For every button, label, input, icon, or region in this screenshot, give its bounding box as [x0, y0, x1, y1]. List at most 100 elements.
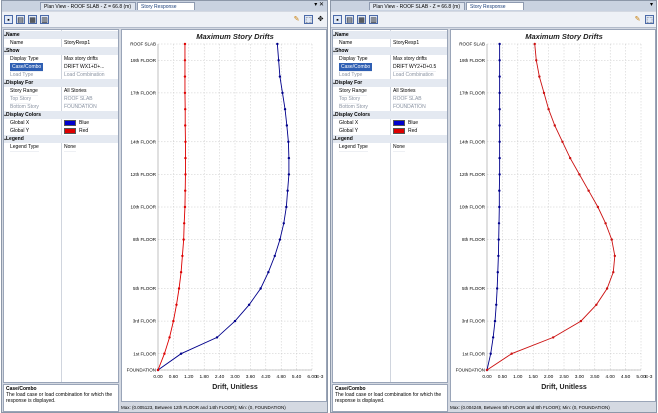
table-icon[interactable]: ▦ [28, 15, 37, 24]
story-label: 12th FLOOR [130, 172, 156, 177]
grid-value[interactable]: DRIFT WX1+D+... [64, 64, 105, 72]
grid-value[interactable]: All Stories [64, 88, 87, 96]
window-controls[interactable]: ▾ ✕ [314, 2, 324, 8]
color-swatch[interactable] [393, 120, 405, 126]
save-icon[interactable]: ▪ [333, 15, 342, 24]
grid-row[interactable]: Load Type Load Combination [333, 71, 447, 80]
chevron-down-icon[interactable]: ⌄ [332, 48, 337, 54]
chevron-down-icon[interactable]: ⌄ [3, 32, 8, 38]
x-tick-label: 6.00 [307, 374, 317, 380]
data-point [287, 156, 291, 160]
grid-row[interactable]: Top Story ROOF SLAB [4, 95, 118, 104]
grid-key: Display For [335, 80, 363, 86]
grid-row[interactable]: Name StoryResp1 [4, 39, 118, 48]
chevron-down-icon[interactable]: ⌄ [3, 80, 8, 86]
grid-row[interactable]: Global X Blue [4, 119, 118, 128]
grid-row[interactable]: Global Y Red [333, 127, 447, 136]
tab-plan-view[interactable]: Plan View - ROOF SLAB - Z = 66.8 (m) [40, 2, 136, 10]
grid-row[interactable]: Story Range All Stories [4, 87, 118, 96]
grid-row[interactable]: Legend Type None [333, 143, 447, 152]
grid-section[interactable]: ⌄ Display Colors [332, 111, 447, 119]
grid-value[interactable]: All Stories [393, 88, 416, 96]
grid-row[interactable]: Display Type Max story drifts [333, 55, 447, 64]
grid-value[interactable]: DRIFT WY2+D+0.5 [393, 64, 437, 72]
grid-row[interactable]: Case/Combo DRIFT WY2+D+0.5 [333, 63, 447, 72]
grid-row[interactable]: Legend Type None [4, 143, 118, 152]
grid-row[interactable]: Name StoryResp1 [333, 39, 447, 48]
chevron-down-icon[interactable]: ⌄ [332, 136, 337, 142]
grid-value[interactable]: Max story drifts [64, 56, 98, 64]
window-controls[interactable]: ▾ [649, 2, 653, 8]
pencil-icon[interactable]: ✎ [634, 16, 641, 23]
data-point [498, 59, 501, 62]
save-icon[interactable]: ▪ [4, 15, 13, 24]
data-point [604, 222, 607, 225]
grid-row[interactable]: Story Range All Stories [333, 87, 447, 96]
data-point [183, 205, 187, 209]
grid-section[interactable]: ⌄ Display For [332, 79, 447, 87]
grid-row[interactable]: Case/Combo DRIFT WX1+D+... [4, 63, 118, 72]
grid-section[interactable]: ⌄ Show [3, 47, 118, 55]
chart-title: Maximum Story Drifts [196, 32, 274, 41]
grid-key: Story Range [339, 88, 367, 96]
story-label: FOUNDATION [456, 368, 485, 373]
color-swatch[interactable] [64, 120, 76, 126]
grid-section[interactable]: ⌄ Display For [3, 79, 118, 87]
story-label: 14th FLOOR [459, 139, 485, 144]
grid-row[interactable]: Global Y Red [4, 127, 118, 136]
grid-value[interactable]: Blue [79, 120, 90, 128]
grid-section[interactable]: ⌄ Name [332, 31, 447, 39]
select-icon[interactable]: ⬚ [304, 15, 313, 24]
pan-icon[interactable]: ✥ [317, 16, 324, 23]
grid-row[interactable]: Bottom Story FOUNDATION [4, 103, 118, 112]
data-point [184, 189, 187, 192]
chevron-down-icon[interactable]: ⌄ [3, 112, 8, 118]
grid-value[interactable]: None [64, 144, 76, 152]
display-icon[interactable]: ▤ [16, 15, 25, 24]
chevron-down-icon[interactable]: ⌄ [332, 112, 337, 118]
chevron-down-icon[interactable]: ⌄ [332, 32, 337, 38]
x-tick-label: 4.00 [606, 374, 616, 380]
grid-value[interactable]: None [393, 144, 405, 152]
grid-section[interactable]: ⌄ Legend [332, 135, 447, 143]
color-swatch[interactable] [64, 128, 76, 134]
grid-section[interactable]: ⌄ Display Colors [3, 111, 118, 119]
story-response-window-left: Plan View - ROOF SLAB - Z = 66.8 (m) Sto… [1, 0, 328, 413]
chevron-down-icon[interactable]: ⌄ [3, 136, 8, 142]
chevron-down-icon[interactable]: ⌄ [3, 48, 8, 54]
x-tick-label: 0.50 [498, 374, 508, 380]
toolbar: ▪ ▤ ▦ ▥ ✎ ⬚ [331, 12, 656, 28]
grid-key: Case/Combo [10, 63, 44, 72]
data-point [184, 124, 187, 127]
grid-row[interactable]: Load Type Load Combination [4, 71, 118, 80]
pencil-icon[interactable]: ✎ [293, 16, 300, 23]
data-point [181, 254, 184, 258]
options-icon[interactable]: ▥ [40, 15, 49, 24]
data-point [215, 336, 219, 339]
tab-plan-view[interactable]: Plan View - ROOF SLAB - Z = 66.8 (m) [369, 2, 465, 10]
grid-row[interactable]: Display Type Max story drifts [4, 55, 118, 64]
data-point [278, 238, 282, 241]
tab-story-response[interactable]: Story Response [137, 2, 195, 10]
chevron-down-icon[interactable]: ⌄ [332, 80, 337, 86]
table-icon[interactable]: ▦ [357, 15, 366, 24]
x-tick-label: 5.00 [636, 374, 646, 380]
grid-row[interactable]: Global X Blue [333, 119, 447, 128]
grid-value[interactable]: Blue [408, 120, 419, 128]
data-point [287, 173, 291, 176]
select-icon[interactable]: ⬚ [645, 15, 654, 24]
grid-section[interactable]: ⌄ Show [332, 47, 447, 55]
grid-row[interactable]: Top Story ROOF SLAB [333, 95, 447, 104]
grid-section[interactable]: ⌄ Name [3, 31, 118, 39]
grid-key: Display For [6, 80, 34, 86]
grid-value[interactable]: ROOF SLAB [393, 96, 422, 104]
grid-value[interactable]: Max story drifts [393, 56, 427, 64]
options-icon[interactable]: ▥ [369, 15, 378, 24]
display-icon[interactable]: ▤ [345, 15, 354, 24]
color-swatch[interactable] [393, 128, 405, 134]
grid-row[interactable]: Bottom Story FOUNDATION [333, 103, 447, 112]
tab-story-response[interactable]: Story Response [466, 2, 524, 10]
grid-value[interactable]: ROOF SLAB [64, 96, 93, 104]
help-title: Case/Combo [6, 386, 37, 392]
grid-section[interactable]: ⌄ Legend [3, 135, 118, 143]
